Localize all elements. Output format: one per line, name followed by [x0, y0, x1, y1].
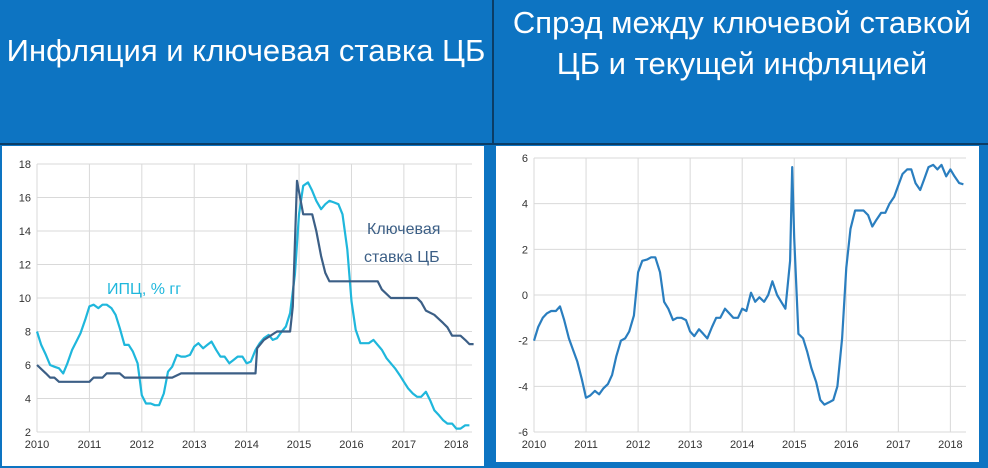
inflation-key-rate-chart-panel: 2 4 6 8 10 12 14 16 18 2010 2011 2012 2013 2014 2015 2… — [2, 146, 484, 466]
left-x-tick-label: 2010 — [25, 439, 49, 451]
left-y-tick-label: 12 — [19, 260, 31, 272]
title-divider-vertical — [492, 0, 494, 143]
cpi-annotation: ИПЦ, % гг — [107, 281, 181, 298]
left-x-tick-labels: 2010 2011 2012 2013 2014 2015 2016 2017 2018 — [25, 439, 469, 451]
right-x-tick-label: 2018 — [938, 439, 962, 451]
left-x-tick-label: 2012 — [130, 439, 154, 451]
left-x-tick-label: 2011 — [78, 439, 102, 451]
right-y-tick-label: 2 — [522, 244, 528, 256]
cpi-line — [35, 181, 470, 430]
spread-chart-panel: -6 -4 -2 0 2 4 6 2010 2011 2012 2013 2014 2015 2016 2… — [496, 146, 979, 462]
key-rate-line — [36, 179, 474, 383]
left-y-tick-label: 6 — [25, 360, 31, 372]
left-x-tick-label: 2018 — [444, 439, 468, 451]
right-y-tick-labels: -6 -4 -2 0 2 4 6 — [518, 153, 528, 439]
key-rate-annotation-line2: ставка ЦБ — [364, 249, 440, 266]
right-x-tick-label: 2011 — [574, 439, 598, 451]
left-y-tick-label: 4 — [25, 394, 31, 406]
right-x-tick-label: 2012 — [626, 439, 650, 451]
right-panel-title: Спрэд между ключевой ставкой ЦБ и текуще… — [512, 5, 972, 81]
left-panel-title: Инфляция и ключевая ставка ЦБ — [6, 33, 486, 68]
right-y-tick-label: 4 — [522, 199, 528, 211]
right-x-tick-label: 2017 — [886, 439, 910, 451]
left-y-tick-label: 14 — [19, 226, 31, 238]
right-y-tick-label: 6 — [522, 153, 528, 165]
left-y-tick-label: 2 — [25, 427, 31, 439]
right-y-tick-label: -6 — [518, 427, 528, 439]
right-y-tick-label: -2 — [518, 336, 528, 348]
left-x-tick-label: 2017 — [392, 439, 416, 451]
spread-line — [532, 163, 964, 406]
left-x-tick-label: 2015 — [287, 439, 311, 451]
left-x-tick-label: 2013 — [182, 439, 206, 451]
right-x-tick-label: 2015 — [782, 439, 806, 451]
key-rate-annotation-line1: Ключевая — [367, 221, 440, 238]
right-x-tick-labels: 2010 2011 2012 2013 2014 2015 2016 2017 2018 — [522, 439, 963, 451]
left-x-tick-label: 2014 — [234, 439, 258, 451]
title-divider-horizontal — [0, 143, 988, 145]
right-x-tick-label: 2016 — [834, 439, 858, 451]
left-y-tick-label: 8 — [25, 327, 31, 339]
right-y-tick-label: -4 — [518, 381, 528, 393]
left-y-tick-label: 10 — [19, 293, 31, 305]
right-x-tick-label: 2010 — [522, 439, 546, 451]
left-gridlines — [36, 163, 472, 433]
right-y-tick-label: 0 — [522, 290, 528, 302]
left-x-tick-label: 2016 — [339, 439, 363, 451]
left-y-tick-labels: 2 4 6 8 10 12 14 16 18 — [19, 159, 31, 439]
left-y-tick-label: 16 — [19, 193, 31, 205]
right-x-tick-label: 2013 — [678, 439, 702, 451]
right-x-tick-label: 2014 — [730, 439, 754, 451]
left-y-tick-label: 18 — [19, 159, 31, 171]
